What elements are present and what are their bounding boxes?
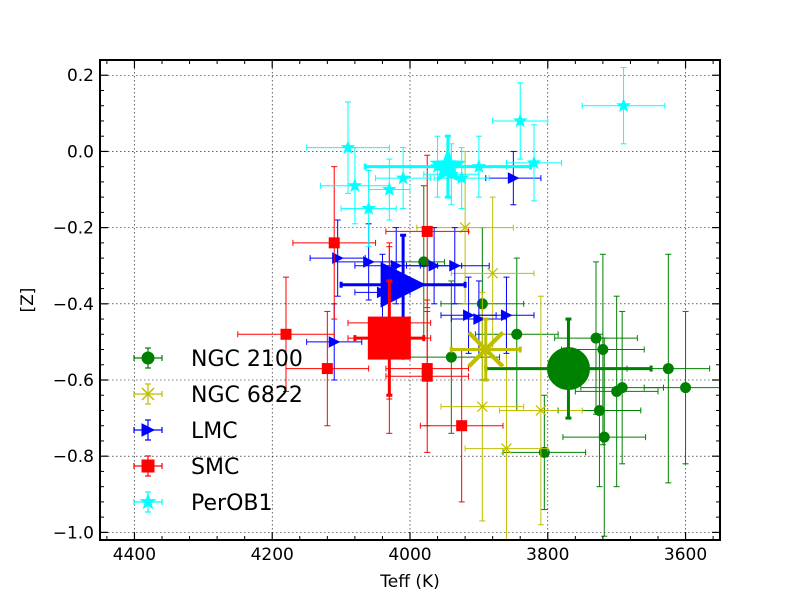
- marker-stroke: [501, 443, 512, 455]
- y-axis-label: [Z]: [18, 288, 38, 313]
- axis-ticks: 4400 4200 4000 3800 3600 0.2 0.0 −0.2 −0.4 −0.6 −0…: [53, 59, 720, 565]
- legend-item-ngc-2100: NGC 2100: [133, 347, 303, 372]
- data-point: [526, 155, 542, 170]
- data-point: [597, 344, 609, 356]
- x-tick-label: 3600: [664, 545, 707, 565]
- x-tick-label: 4200: [251, 545, 294, 565]
- x-axis-label: Teff (K): [379, 572, 439, 592]
- data-point: [395, 170, 411, 185]
- data-point: [328, 336, 341, 348]
- legend-label: LMC: [191, 419, 238, 444]
- y-tick-label: −0.8: [53, 447, 94, 467]
- y-tick-label: −1.0: [53, 523, 94, 543]
- legend-marker: [141, 387, 155, 401]
- series-perob1: [306, 67, 666, 248]
- data-point: [347, 178, 363, 192]
- mean-point: [429, 147, 466, 182]
- mean-point: [467, 331, 505, 369]
- data-point: [487, 267, 499, 279]
- data-point: [382, 181, 397, 196]
- data-point: [593, 404, 605, 416]
- plot-frame: [99, 59, 721, 541]
- legend-marker: [141, 459, 155, 473]
- series-ngc-6822: [416, 150, 583, 540]
- data-point: [662, 363, 674, 375]
- data-point: [463, 309, 475, 322]
- series-ngc-2100: [402, 185, 720, 537]
- data-point: [421, 225, 433, 237]
- y-tick-label: −0.6: [53, 371, 94, 391]
- series-mean-ngc-6822: [449, 317, 522, 382]
- data-point: [501, 443, 512, 455]
- legend-label: NGC 6822: [191, 383, 303, 408]
- data-point: [616, 382, 628, 394]
- data-point: [340, 139, 356, 154]
- marker-stroke: [487, 267, 499, 279]
- marker-stroke: [535, 405, 547, 416]
- data-point: [363, 256, 375, 268]
- data-point: [445, 351, 457, 363]
- data-point: [512, 113, 528, 128]
- marker-stroke: [467, 331, 505, 369]
- series-smc: [237, 154, 504, 503]
- x-tick-label: 4400: [113, 545, 156, 565]
- data-point: [456, 420, 468, 432]
- marker-stroke: [141, 387, 155, 401]
- legend-label: NGC 2100: [191, 347, 303, 372]
- data-point: [598, 431, 610, 443]
- x-tick-label: 4000: [388, 545, 431, 565]
- data-point: [280, 328, 292, 340]
- legend-marker: [141, 351, 155, 365]
- marker-stroke: [476, 401, 488, 413]
- legend-item-smc: SMC: [133, 455, 239, 480]
- series-mean-ngc-2100: [484, 317, 653, 420]
- data-point: [421, 370, 433, 382]
- data-point: [449, 259, 461, 272]
- legend: NGC 2100 NGC 6822 LMC SMC PerOB1: [133, 347, 303, 516]
- legend-item-ngc-6822: NGC 6822: [133, 383, 303, 408]
- legend-label: PerOB1: [191, 491, 272, 516]
- y-tick-label: −0.2: [53, 219, 94, 239]
- data-point: [332, 252, 344, 264]
- data-point: [538, 446, 550, 458]
- data-point: [500, 309, 513, 322]
- data-point: [321, 363, 333, 375]
- y-tick-label: 0.0: [67, 142, 94, 162]
- data-point: [616, 98, 631, 112]
- y-tick-label: −0.4: [53, 295, 94, 315]
- mean-point: [546, 347, 590, 391]
- legend-item-perob1: PerOB1: [133, 491, 272, 516]
- data-point: [590, 332, 602, 344]
- series-mean-smc: [353, 279, 426, 397]
- mean-point: [380, 261, 427, 308]
- data-point: [361, 200, 376, 215]
- y-tick-label: 0.2: [67, 66, 94, 86]
- data-point: [476, 401, 488, 413]
- legend-label: SMC: [191, 455, 239, 480]
- data-point: [390, 259, 403, 272]
- x-tick-label: 3800: [526, 545, 569, 565]
- plot-area: [237, 67, 720, 540]
- data-point: [507, 172, 520, 184]
- data-point: [511, 328, 523, 340]
- legend-marker: [139, 493, 157, 510]
- series-mean-perob1: [363, 134, 533, 199]
- legend-marker: [141, 423, 156, 437]
- data-point: [680, 382, 692, 394]
- legend-item-lmc: LMC: [133, 419, 238, 444]
- data-point: [328, 237, 340, 249]
- mean-point: [367, 316, 411, 360]
- data-point: [535, 405, 547, 416]
